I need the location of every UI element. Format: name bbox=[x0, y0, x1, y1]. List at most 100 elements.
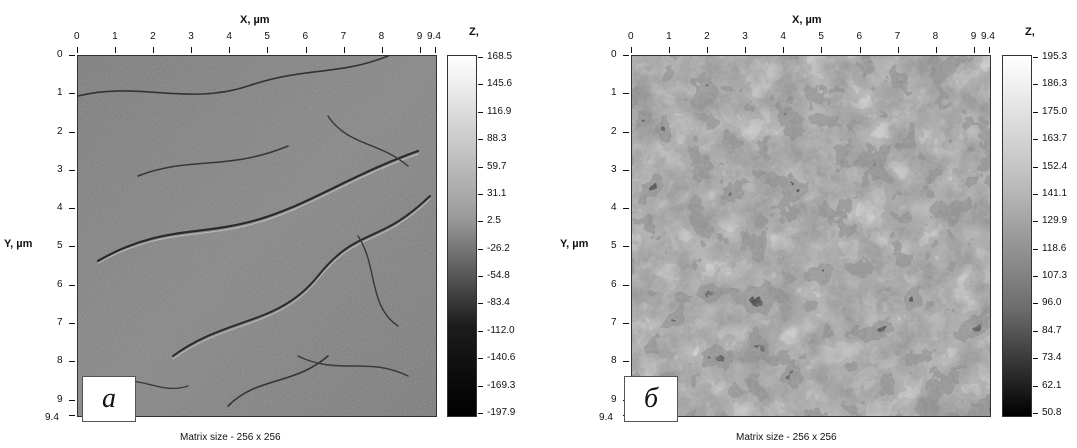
y-tick-mark bbox=[623, 284, 629, 286]
colorbar-tick bbox=[1033, 276, 1038, 278]
x-tick-mark bbox=[267, 47, 269, 53]
x-axis-title: X, µm bbox=[792, 14, 822, 26]
y-tick-label: 6 bbox=[57, 278, 63, 290]
colorbar-tick bbox=[1033, 385, 1038, 387]
colorbar-label: -54.8 bbox=[487, 270, 510, 282]
y-tick-mark bbox=[69, 55, 75, 56]
x-tick-mark bbox=[989, 47, 990, 53]
colorbar-tick bbox=[478, 276, 483, 278]
x-tick-mark bbox=[77, 47, 78, 53]
y-tick-mark bbox=[623, 131, 629, 133]
y-axis-title: Y, µm bbox=[4, 238, 33, 250]
x-tick-label: 0 bbox=[628, 31, 634, 42]
x-tick-label: 1 bbox=[666, 31, 672, 42]
colorbar-label: 31.1 bbox=[487, 187, 507, 199]
colorbar-label: 163.7 bbox=[1042, 133, 1068, 145]
x-tick-mark bbox=[229, 47, 231, 53]
x-tick-mark bbox=[821, 47, 823, 53]
y-tick-label: 1 bbox=[57, 87, 63, 99]
colorbar-label: 73.4 bbox=[1042, 352, 1062, 364]
colorbar-tick bbox=[478, 139, 483, 141]
y-tick-label: 9 bbox=[57, 393, 63, 405]
y-tick-label: 7 bbox=[611, 317, 617, 329]
x-tick-label: 3 bbox=[188, 31, 194, 42]
x-tick-label: 5 bbox=[818, 31, 824, 42]
x-tick-label: 4 bbox=[226, 31, 232, 42]
colorbar-label: 88.3 bbox=[487, 133, 507, 145]
colorbar bbox=[447, 55, 477, 417]
x-tick-mark bbox=[935, 47, 937, 53]
y-tick-mark bbox=[623, 55, 629, 56]
y-tick-mark bbox=[623, 93, 629, 95]
colorbar-label: 2.5 bbox=[487, 215, 501, 227]
x-tick-mark bbox=[669, 47, 671, 53]
y-tick-mark bbox=[69, 399, 75, 401]
x-tick-label: 9 bbox=[416, 31, 423, 42]
y-tick-mark bbox=[69, 169, 75, 171]
colorbar-tick bbox=[478, 57, 483, 58]
x-tick-label: 9.4 bbox=[427, 31, 441, 42]
x-tick-label: 9.4 bbox=[981, 31, 995, 42]
matrix-size-caption: Matrix size - 256 x 256 bbox=[180, 432, 281, 443]
colorbar-label: 141.1 bbox=[1042, 187, 1068, 199]
y-tick-label: 3 bbox=[611, 163, 617, 175]
colorbar-tick bbox=[1033, 221, 1038, 223]
x-tick-mark bbox=[419, 47, 421, 53]
x-tick-label: 9 bbox=[970, 31, 977, 42]
x-tick-mark bbox=[897, 47, 899, 53]
colorbar-label: 59.7 bbox=[487, 160, 507, 172]
colorbar-tick bbox=[1033, 413, 1038, 414]
afm-image-deflection bbox=[77, 55, 437, 417]
colorbar-tick bbox=[478, 193, 483, 195]
colorbar-label: 96.0 bbox=[1042, 297, 1062, 309]
colorbar-label: -83.4 bbox=[487, 297, 510, 309]
colorbar-label: -197.9 bbox=[487, 407, 516, 418]
x-tick-mark bbox=[859, 47, 861, 53]
colorbar-label: -26.2 bbox=[487, 242, 510, 254]
x-tick-mark bbox=[191, 47, 193, 53]
colorbar-label: -112.0 bbox=[487, 324, 515, 336]
x-tick-label: 5 bbox=[264, 31, 270, 42]
colorbar-label: 107.3 bbox=[1042, 270, 1068, 282]
colorbar-tick bbox=[1033, 330, 1038, 332]
y-tick-label: 3 bbox=[57, 163, 63, 175]
x-tick-mark bbox=[305, 47, 307, 53]
x-tick-mark bbox=[783, 47, 785, 53]
x-tick-label: 1 bbox=[112, 31, 118, 42]
y-tick-label: 2 bbox=[57, 125, 63, 137]
x-tick-label: 8 bbox=[932, 31, 939, 42]
x-tick-mark bbox=[153, 47, 155, 53]
colorbar-tick bbox=[478, 330, 483, 332]
colorbar bbox=[1002, 55, 1032, 417]
x-tick-mark bbox=[745, 47, 747, 53]
matrix-size-caption: Matrix size - 256 x 256 bbox=[736, 432, 837, 443]
colorbar-tick bbox=[478, 385, 483, 387]
z-axis-title: Z, bbox=[469, 26, 479, 38]
y-tick-label: 6 bbox=[611, 278, 617, 290]
y-tick-mark bbox=[69, 415, 75, 416]
colorbar-label: 129.9 bbox=[1042, 215, 1068, 227]
x-tick-label: 8 bbox=[378, 31, 385, 42]
colorbar-tick bbox=[1033, 57, 1038, 58]
y-tick-label: 8 bbox=[57, 355, 63, 367]
z-axis-title: Z, bbox=[1025, 26, 1035, 38]
x-tick-mark bbox=[631, 47, 632, 53]
y-tick-mark bbox=[623, 323, 629, 325]
y-tick-label: 9.4 bbox=[45, 412, 59, 423]
x-tick-label: 0 bbox=[74, 31, 80, 42]
colorbar-tick bbox=[1033, 166, 1038, 168]
colorbar-tick bbox=[478, 248, 483, 250]
colorbar-tick bbox=[1033, 193, 1038, 195]
afm-image-phase bbox=[631, 55, 991, 417]
x-tick-label: 7 bbox=[894, 31, 901, 42]
y-tick-label: 2 bbox=[611, 125, 617, 137]
x-tick-mark bbox=[707, 47, 709, 53]
colorbar-label: 118.6 bbox=[1042, 242, 1067, 254]
colorbar-tick bbox=[1033, 248, 1038, 250]
colorbar-tick bbox=[1033, 111, 1038, 113]
y-tick-mark bbox=[69, 361, 75, 363]
y-tick-mark bbox=[69, 323, 75, 325]
colorbar-label: 62.1 bbox=[1042, 379, 1062, 391]
colorbar-label: -140.6 bbox=[487, 352, 516, 364]
